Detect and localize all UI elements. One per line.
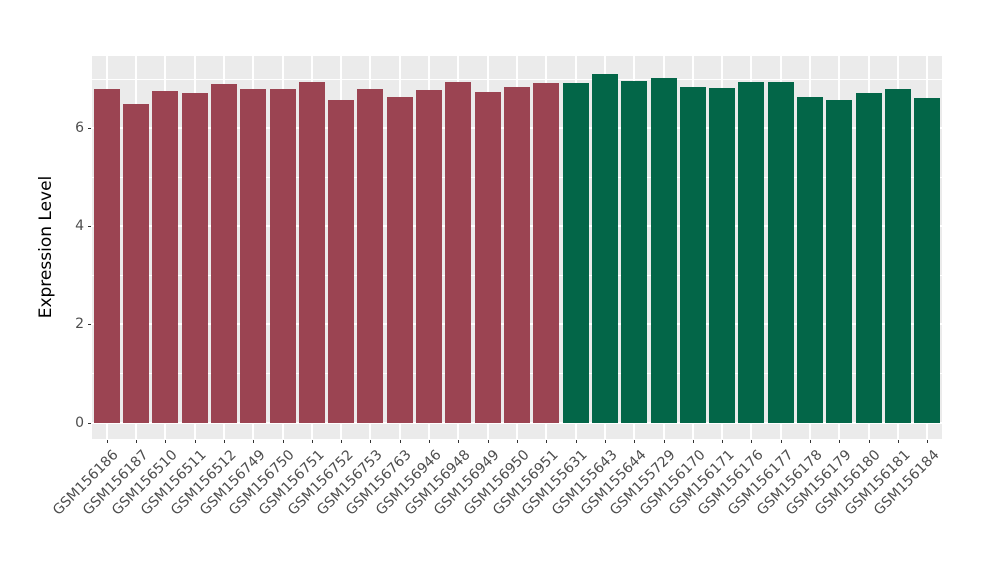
plot-panel xyxy=(92,56,942,439)
bar-GSM156946 xyxy=(416,89,443,423)
bar-GSM156176 xyxy=(738,81,765,423)
x-tick-mark-GSM156512 xyxy=(223,440,225,443)
x-tick-mark-GSM156751 xyxy=(311,440,313,443)
bar-GSM155643 xyxy=(591,73,618,423)
x-tick-mark-GSM156181 xyxy=(898,440,900,443)
bar-GSM156950 xyxy=(504,86,530,423)
bar-GSM155729 xyxy=(650,77,677,423)
y-tick-label-6: 6 xyxy=(75,120,84,137)
y-tick-mark-2 xyxy=(88,324,91,326)
x-tick-mark-GSM155644 xyxy=(634,440,636,443)
x-tick-mark-GSM156186 xyxy=(106,440,108,443)
x-tick-mark-GSM156184 xyxy=(927,440,929,443)
bar-GSM156177 xyxy=(767,81,794,423)
bar-GSM156170 xyxy=(679,86,706,423)
bar-GSM156948 xyxy=(445,81,472,423)
bar-GSM156180 xyxy=(855,93,882,423)
x-tick-mark-GSM156752 xyxy=(341,440,343,443)
x-tick-mark-GSM155729 xyxy=(663,440,665,443)
y-tick-label-0: 0 xyxy=(75,414,84,431)
x-tick-mark-GSM156178 xyxy=(810,440,812,443)
bar-GSM156181 xyxy=(885,89,912,423)
x-tick-mark-GSM156177 xyxy=(780,440,782,443)
y-tick-label-4: 4 xyxy=(75,218,84,235)
x-tick-mark-GSM156948 xyxy=(458,440,460,443)
bar-GSM156949 xyxy=(474,92,501,423)
y-tick-mark-0 xyxy=(88,422,91,424)
x-tick-mark-GSM155631 xyxy=(575,440,577,443)
bar-GSM156751 xyxy=(298,82,325,423)
bar-GSM156752 xyxy=(328,100,355,423)
x-tick-mark-GSM156511 xyxy=(194,440,196,443)
bar-GSM155631 xyxy=(562,82,589,423)
y-tick-mark-4 xyxy=(88,226,91,228)
bar-GSM156951 xyxy=(533,83,560,423)
x-tick-mark-GSM155643 xyxy=(604,440,606,443)
bar-GSM156749 xyxy=(240,89,267,423)
x-tick-mark-GSM156510 xyxy=(165,440,167,443)
bar-GSM156184 xyxy=(914,97,941,423)
x-tick-mark-GSM156179 xyxy=(839,440,841,443)
y-tick-label-2: 2 xyxy=(75,316,84,333)
bar-GSM155644 xyxy=(621,81,648,423)
bar-GSM156511 xyxy=(181,93,208,423)
x-tick-mark-GSM156946 xyxy=(429,440,431,443)
bar-GSM156187 xyxy=(122,104,149,423)
bar-GSM156763 xyxy=(386,96,413,423)
x-tick-mark-GSM156749 xyxy=(253,440,255,443)
x-tick-mark-GSM156180 xyxy=(868,440,870,443)
bar-GSM156171 xyxy=(709,88,736,423)
bar-GSM156179 xyxy=(826,99,853,423)
x-tick-mark-GSM156950 xyxy=(517,440,518,443)
x-tick-mark-GSM156949 xyxy=(487,440,489,443)
bar-GSM156512 xyxy=(210,83,237,423)
bar-GSM156178 xyxy=(797,97,824,423)
bar-GSM156186 xyxy=(93,89,120,423)
bar-GSM156753 xyxy=(357,89,384,423)
x-tick-mark-GSM156187 xyxy=(135,440,137,443)
y-axis-title-text: Expression Level xyxy=(36,175,56,319)
bar-GSM156510 xyxy=(152,91,179,423)
y-tick-mark-6 xyxy=(88,128,91,130)
x-tick-mark-GSM156753 xyxy=(370,440,372,443)
x-tick-mark-GSM156763 xyxy=(399,440,401,443)
x-tick-mark-GSM156176 xyxy=(751,440,753,443)
x-tick-mark-GSM156170 xyxy=(692,440,694,443)
x-tick-mark-GSM156750 xyxy=(282,440,284,443)
bar-GSM156750 xyxy=(269,89,296,423)
x-tick-mark-GSM156171 xyxy=(722,440,724,443)
x-tick-mark-GSM156951 xyxy=(546,440,548,443)
